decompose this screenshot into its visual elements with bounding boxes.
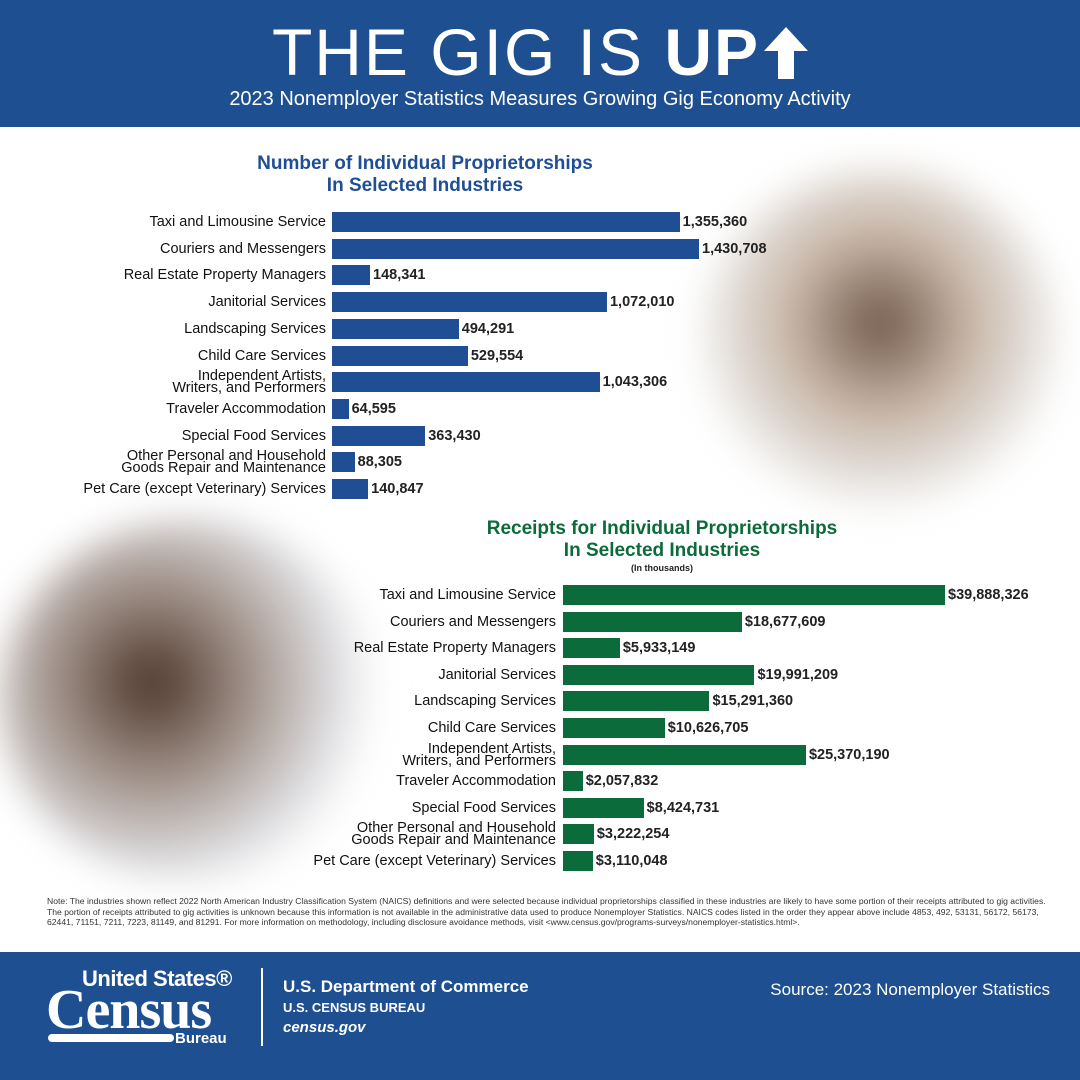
logo-main: Census	[46, 979, 212, 1041]
category-label: Couriers and Messengers	[389, 613, 556, 630]
value-label: $15,291,360	[712, 693, 794, 710]
dept: U.S. Department of Commerce	[283, 977, 529, 996]
value-label: 88,305	[357, 454, 402, 471]
value-label: 363,430	[428, 427, 481, 444]
value-label: 140,847	[371, 481, 424, 497]
photo-man	[0, 520, 380, 880]
photo-woman	[700, 170, 1060, 510]
logo-swoosh	[48, 1034, 174, 1042]
category-label: Real Estate Property Managers	[353, 640, 556, 657]
category-label: Real Estate Property Managers	[123, 267, 326, 284]
title-bold: UP	[664, 15, 761, 89]
category-label: Couriers and Messengers	[159, 240, 326, 257]
bar	[563, 851, 593, 871]
value-label: 1,430,708	[702, 240, 767, 257]
bar	[332, 318, 459, 339]
category-label: Independent Artists, Writers, and Perfor…	[172, 368, 326, 397]
category-label: Pet Care (except Veterinary) Services	[83, 481, 326, 497]
value-label: $3,110,048	[595, 853, 668, 869]
chart-title: Receipts for Individual Proprietorships …	[486, 518, 838, 561]
bar	[332, 345, 468, 366]
category-label: Special Food Services	[411, 799, 556, 816]
category-label: Janitorial Services	[208, 294, 326, 311]
category-label: Landscaping Services	[414, 693, 556, 710]
value-label: $25,370,190	[808, 746, 890, 763]
value-label: $3,222,254	[596, 826, 670, 843]
value-label: $2,057,832	[585, 773, 659, 790]
source: Source: 2023 Nonemployer Statistics	[770, 980, 1050, 999]
category-label: Pet Care (except Veterinary) Services	[313, 853, 556, 869]
charts: Number of Individual Proprietorships In …	[83, 153, 1029, 871]
logo-bottom: Bureau	[175, 1030, 227, 1047]
bar	[332, 398, 349, 419]
category-label: Janitorial Services	[438, 666, 556, 683]
note: Note: The industries shown reflect 2022 …	[47, 896, 1046, 928]
value-label: 148,341	[373, 267, 426, 284]
category-label: Child Care Services	[197, 347, 326, 364]
category-label: Independent Artists, Writers, and Perfor…	[402, 740, 556, 769]
up-arrow	[764, 27, 809, 79]
bar	[563, 718, 665, 738]
chart-subtitle: (In thousands)	[631, 563, 693, 573]
bar	[332, 452, 355, 473]
category-label: Traveler Accommodation	[396, 773, 556, 790]
logo-top: United States®	[82, 966, 232, 991]
bar	[563, 744, 806, 765]
divider	[261, 968, 263, 1046]
category-label: Child Care Services	[427, 720, 556, 736]
bar	[563, 824, 594, 845]
bar	[332, 265, 371, 286]
bar	[563, 797, 644, 818]
bar	[332, 212, 680, 232]
category-label: Other Personal and Household Goods Repai…	[351, 820, 556, 849]
value-label: 64,595	[351, 400, 396, 417]
category-label: Special Food Services	[181, 427, 326, 444]
value-label: $10,626,705	[667, 720, 749, 736]
value-label: $19,991,209	[757, 666, 839, 683]
bar	[563, 585, 945, 605]
category-label: Landscaping Services	[184, 320, 326, 337]
header: THE GIG IS UP 2023 Nonemployer Statistic…	[0, 0, 1080, 127]
value-label: $18,677,609	[744, 613, 826, 630]
category-label: Taxi and Limousine Service	[379, 587, 556, 603]
value-label: 529,554	[470, 347, 524, 364]
bar	[563, 664, 755, 685]
bar	[332, 238, 699, 259]
bar	[563, 638, 620, 659]
value-label: 1,043,306	[602, 374, 668, 391]
footer: United States® Census Bureau U.S. Depart…	[0, 952, 1080, 1080]
bar	[332, 425, 426, 446]
value-label: $5,933,149	[622, 640, 696, 657]
value-label: $8,424,731	[646, 799, 720, 816]
subtitle: 2023 Nonemployer Statistics Measures Gro…	[229, 88, 851, 110]
bar	[563, 771, 583, 792]
value-label: 1,355,360	[682, 214, 748, 230]
bar	[563, 691, 710, 712]
category-label: Other Personal and Household Goods Repai…	[121, 448, 326, 477]
bar	[332, 372, 600, 393]
bar	[332, 292, 607, 313]
value-label: 1,072,010	[609, 294, 675, 311]
bar	[563, 611, 742, 632]
title: THE GIG IS UP	[0, 14, 1080, 90]
chart-title: Number of Individual Proprietorships In …	[257, 153, 593, 196]
site: census.gov	[283, 1019, 366, 1036]
bar	[332, 479, 369, 499]
title-light: THE GIG IS	[271, 15, 644, 89]
value-label: $39,888,326	[948, 587, 1029, 603]
value-label: 494,291	[461, 320, 515, 337]
category-label: Traveler Accommodation	[166, 400, 326, 417]
category-label: Taxi and Limousine Service	[149, 214, 326, 230]
bureau: U.S. CENSUS BUREAU	[283, 1000, 426, 1015]
